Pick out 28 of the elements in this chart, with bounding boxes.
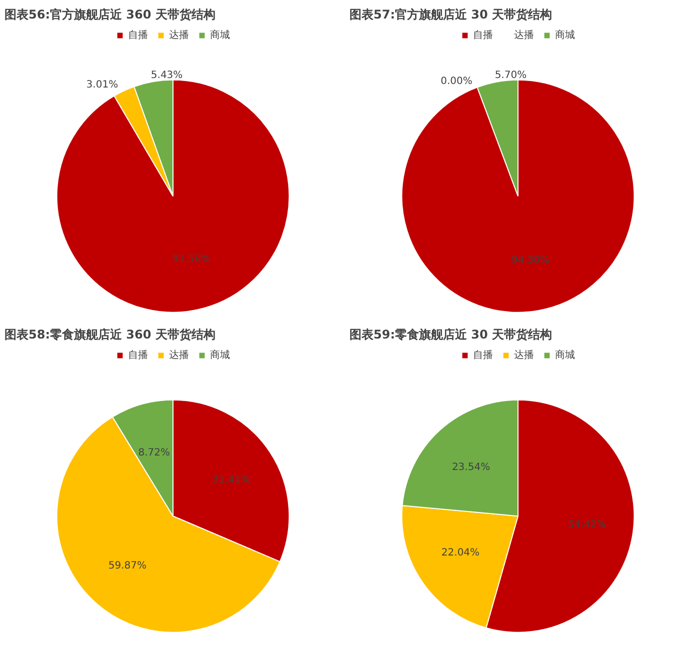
legend-label: 自播 <box>128 28 148 42</box>
data-label: 91.56% <box>172 254 210 265</box>
legend-label: 商城 <box>210 28 230 42</box>
legend-label: 达播 <box>514 348 534 362</box>
data-label: 5.70% <box>494 70 527 82</box>
legend-label: 自播 <box>473 28 493 42</box>
chart-title: 图表57:官方旗舰店近 30 天带货结构 <box>350 8 552 22</box>
data-label: 23.54% <box>452 462 490 474</box>
data-label: 31.41% <box>212 474 250 486</box>
legend-label: 自播 <box>473 348 493 362</box>
data-label: 5.43% <box>150 70 183 81</box>
chart-title: 图表59:零食旗舰店近 30 天带货结构 <box>350 328 552 342</box>
data-label: 94.30% <box>511 255 550 266</box>
category-label: 达播 <box>514 30 534 41</box>
data-label: 3.01% <box>86 80 118 91</box>
legend-label: 商城 <box>555 348 575 362</box>
data-label: 8.72% <box>138 447 170 458</box>
chart-title: 图表56:官方旗舰店近 360 天带货结构 <box>4 8 216 22</box>
data-label: 22.04% <box>441 548 480 559</box>
legend-label: 商城 <box>210 348 230 362</box>
legend-label: 商城 <box>555 28 575 42</box>
data-label: 59.87% <box>108 560 146 572</box>
legend-label: 达播 <box>169 28 189 42</box>
text: 0.00% <box>440 76 472 87</box>
data-label: 54.42% <box>568 520 606 531</box>
legend-label: 自播 <box>128 348 148 362</box>
legend-label: 达播 <box>169 348 189 362</box>
chart-title: 图表58:零食旗舰店近 360 天带货结构 <box>4 328 216 342</box>
